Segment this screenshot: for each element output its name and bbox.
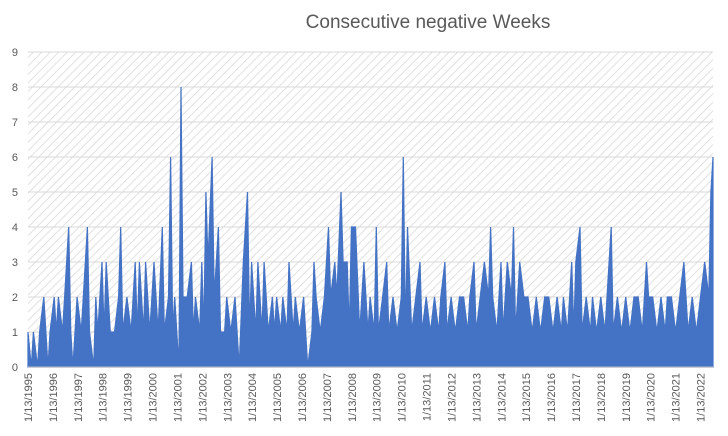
- x-tick-label: 1/13/2012: [447, 373, 459, 422]
- x-tick-label: 1/13/2022: [696, 373, 708, 422]
- x-tick-label: 1/13/1999: [123, 373, 135, 422]
- x-tick-label: 1/13/2019: [621, 373, 633, 422]
- x-tick-label: 1/13/2011: [422, 373, 434, 421]
- x-tick-label: 1/13/2017: [571, 373, 583, 422]
- x-tick-label: 1/13/2010: [397, 373, 409, 422]
- y-tick-label: 7: [12, 117, 18, 129]
- x-tick-label: 1/13/1997: [73, 373, 85, 422]
- y-tick-label: 9: [12, 47, 18, 59]
- y-tick-label: 4: [12, 222, 18, 234]
- x-tick-label: 1/13/2013: [471, 373, 483, 422]
- x-tick-label: 1/13/2002: [197, 373, 209, 422]
- chart-title: Consecutive negative Weeks: [305, 12, 551, 33]
- y-tick-label: 3: [12, 257, 18, 269]
- x-tick-label: 1/13/2001: [173, 373, 185, 422]
- x-tick-label: 1/13/2007: [322, 373, 334, 422]
- x-tick-label: 1/13/2004: [247, 373, 259, 422]
- y-tick-label: 6: [12, 152, 18, 164]
- y-tick-label: 2: [12, 292, 18, 304]
- x-tick-label: 1/13/2018: [596, 373, 608, 422]
- x-tick-label: 1/13/1996: [48, 373, 60, 422]
- x-tick-label: 1/13/2006: [297, 373, 309, 422]
- x-tick-label: 1/13/2008: [347, 373, 359, 422]
- y-tick-label: 8: [12, 82, 18, 94]
- x-tick-label: 1/13/2016: [546, 373, 558, 422]
- x-tick-label: 1/13/2021: [671, 373, 683, 422]
- x-tick-label: 1/13/2020: [646, 373, 658, 422]
- y-tick-label: 5: [12, 187, 18, 199]
- y-tick-label: 0: [12, 362, 18, 374]
- x-tick-label: 1/13/1995: [23, 373, 35, 422]
- series-area: [27, 86, 714, 368]
- x-tick-label: 1/13/2005: [272, 373, 284, 422]
- x-tick-label: 1/13/2015: [521, 373, 533, 422]
- x-tick-label: 1/13/1998: [98, 373, 110, 422]
- x-tick-label: 1/13/2000: [148, 373, 160, 422]
- x-tick-label: 1/13/2009: [372, 373, 384, 422]
- y-tick-label: 1: [12, 327, 18, 339]
- x-tick-label: 1/13/2014: [496, 373, 508, 422]
- x-tick-label: 1/13/2003: [222, 373, 234, 422]
